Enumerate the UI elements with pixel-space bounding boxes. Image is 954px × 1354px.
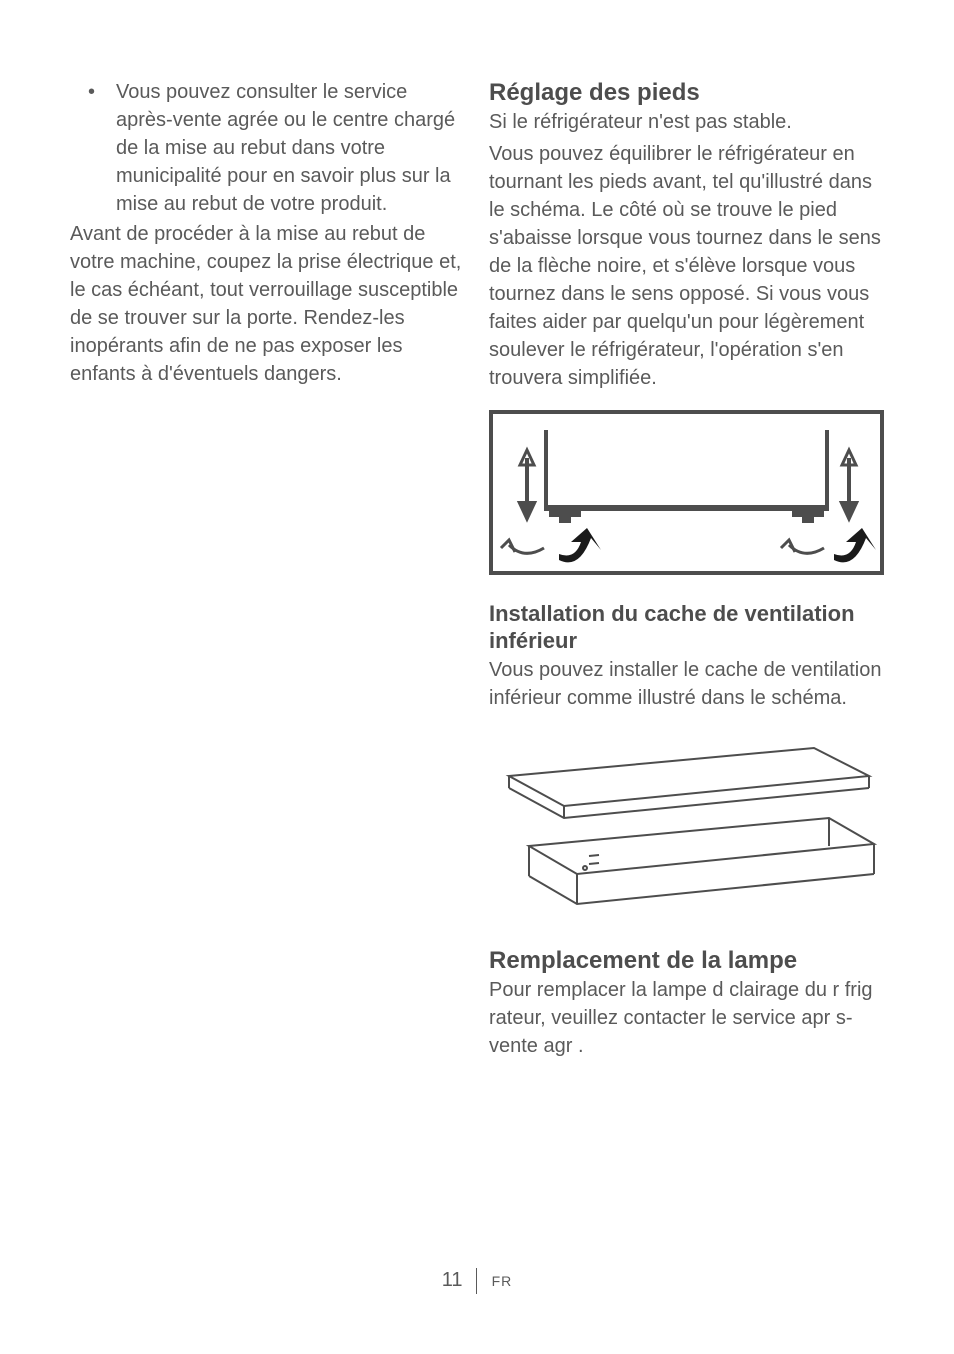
section3-title: Remplacement de la lampe <box>489 946 884 976</box>
bullet-marker: • <box>70 78 116 218</box>
section1-body: Vous pouvez équilibrer le réfrigérateur … <box>489 140 884 392</box>
page-language: FR <box>492 1273 513 1289</box>
bullet-text: Vous pouvez consulter le service après-v… <box>116 78 465 218</box>
section1-title: Réglage des pieds <box>489 78 884 108</box>
section2-body: Vous pouvez installer le cache de ventil… <box>489 656 884 712</box>
footer-separator <box>476 1268 477 1294</box>
section1-line1: Si le réfrigérateur n'est pas stable. <box>489 108 884 136</box>
right-column: Réglage des pieds Si le réfrigérateur n'… <box>489 78 884 1060</box>
bullet-item: • Vous pouvez consulter le service après… <box>70 78 465 218</box>
two-column-layout: • Vous pouvez consulter le service après… <box>70 78 884 1060</box>
left-column: • Vous pouvez consulter le service après… <box>70 78 465 1060</box>
page-number: 11 <box>442 1269 463 1291</box>
feet-adjustment-diagram <box>489 410 884 575</box>
ventilation-cover-diagram <box>489 736 884 921</box>
section3-body: Pour remplacer la lampe d clairage du r … <box>489 976 884 1060</box>
page-footer: 11 FR <box>0 1268 954 1294</box>
left-paragraph: Avant de procéder à la mise au rebut de … <box>70 220 465 388</box>
section2-title: Installation du cache de ventilation inf… <box>489 600 884 654</box>
